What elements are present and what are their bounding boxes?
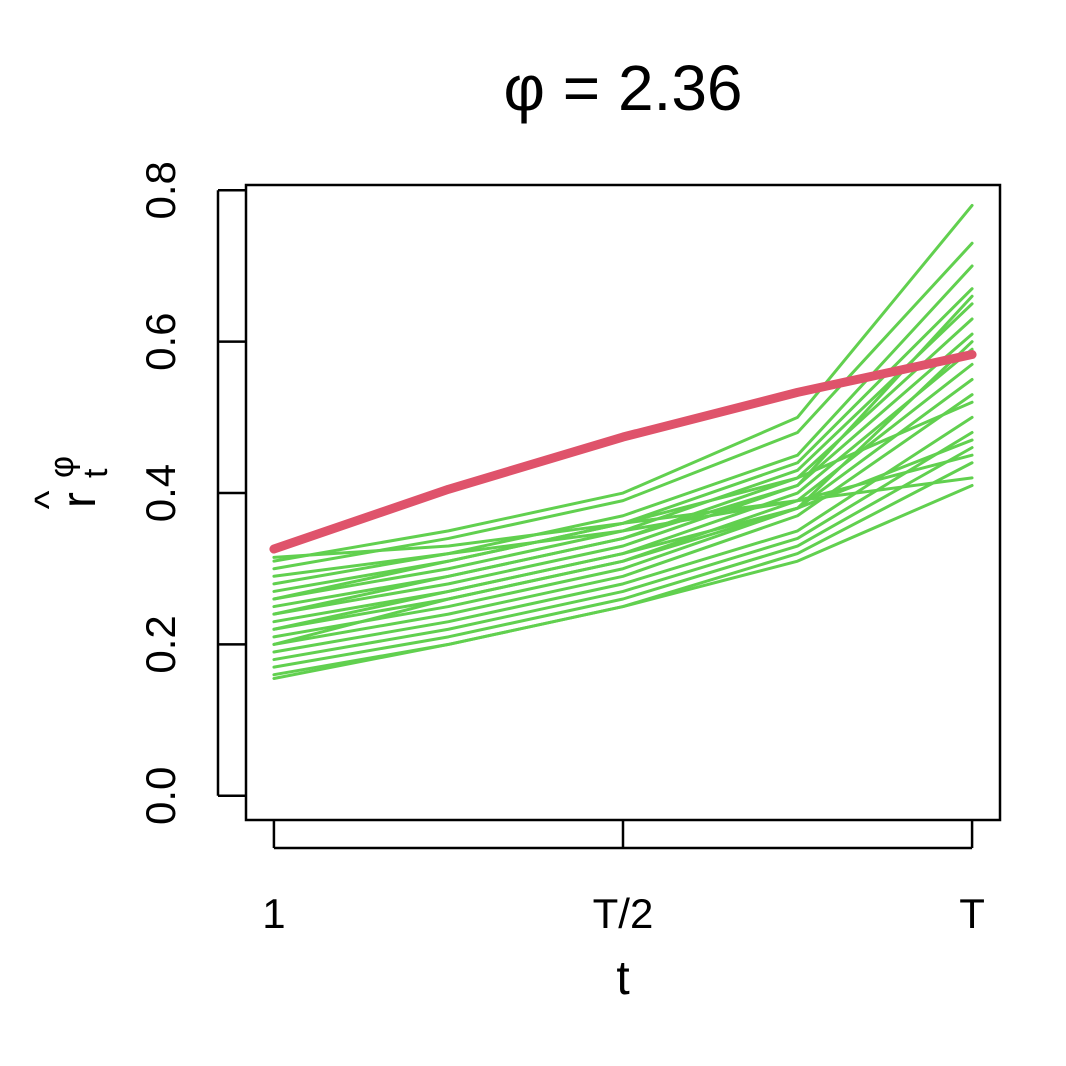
y-tick-label: 0.0 <box>137 767 184 825</box>
series-line <box>269 350 977 554</box>
y-label-sub: t <box>77 468 115 478</box>
x-tick-label: 1 <box>262 890 285 937</box>
plot-frame <box>244 183 1002 822</box>
series-line <box>272 378 974 639</box>
series-line <box>272 483 974 680</box>
series-line <box>272 332 974 616</box>
series-line <box>272 430 974 662</box>
y-tick-label: 0.4 <box>137 464 184 522</box>
y-label-sup: φ <box>43 456 81 478</box>
y-label-base: r <box>53 492 106 508</box>
x-tick-label: T/2 <box>593 890 654 937</box>
series-line <box>272 264 974 586</box>
series-line <box>272 241 974 571</box>
y-tick-label: 0.2 <box>137 615 184 673</box>
series-line <box>272 438 974 631</box>
series-line <box>272 446 974 669</box>
series-line <box>272 393 974 646</box>
series-line <box>272 294 974 616</box>
x-axis-label: t <box>616 952 629 1005</box>
series-line <box>272 340 974 646</box>
y-tick-label: 0.8 <box>137 161 184 219</box>
y-tick-label: 0.6 <box>137 312 184 370</box>
series-line <box>272 203 974 563</box>
x-tick-label: T <box>959 890 985 937</box>
y-axis-label: r ^ t φ <box>27 456 115 509</box>
y-label-accent: ^ <box>27 490 71 509</box>
chart-title: φ = 2.36 <box>504 52 743 124</box>
